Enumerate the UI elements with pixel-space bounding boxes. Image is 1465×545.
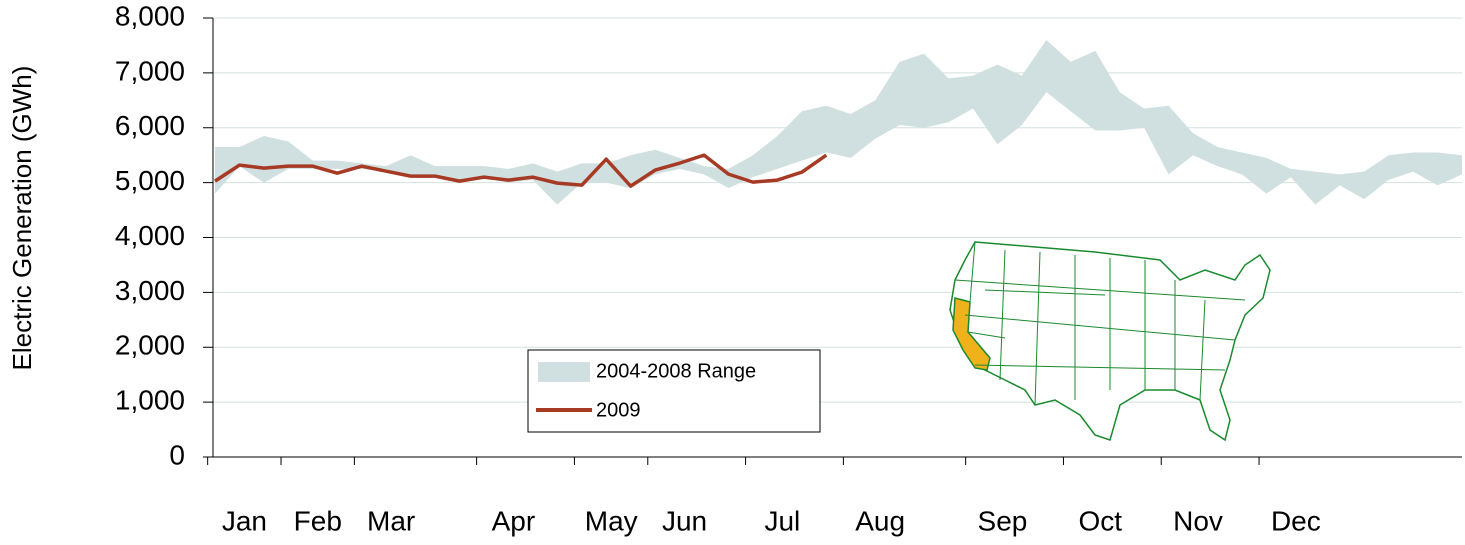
state-borders: [954, 241, 1246, 406]
x-tick-label: Nov: [1173, 505, 1223, 536]
legend: 2004-2008 Range 2009: [527, 349, 821, 433]
x-tick-label: Dec: [1271, 505, 1321, 536]
y-tick-label: 8,000: [115, 0, 185, 31]
x-tick-label: Aug: [855, 505, 905, 536]
california: [952, 297, 991, 371]
x-tick-label: Sep: [978, 505, 1028, 536]
x-tick-label: Jun: [662, 505, 707, 536]
x-tick-label: Feb: [294, 505, 342, 536]
y-tick-label: 6,000: [115, 110, 185, 141]
x-tick-label: May: [585, 505, 638, 536]
y-tick-label: 3,000: [115, 275, 185, 306]
x-tick-label: Mar: [367, 505, 415, 536]
legend-label: 2004-2008 Range: [596, 360, 756, 382]
y-axis-title: Electric Generation (GWh): [7, 66, 37, 371]
y-tick-label: 1,000: [115, 385, 185, 416]
legend-swatch: [538, 362, 590, 382]
x-tick-label: Jul: [764, 505, 800, 536]
y-tick-label: 5,000: [115, 165, 185, 196]
y-tick-label: 0: [169, 439, 185, 470]
y-tick-label: 2,000: [115, 330, 185, 361]
us-map-inset: [949, 241, 1271, 442]
x-tick-label: Apr: [492, 505, 536, 536]
range-area: [215, 39, 1462, 205]
y-tick-label: 7,000: [115, 55, 185, 86]
x-tick-label: Jan: [222, 505, 267, 536]
legend-label: 2009: [596, 399, 641, 421]
line-2009: [214, 153, 828, 188]
x-tick-label: Oct: [1078, 505, 1122, 536]
y-tick-label: 4,000: [115, 220, 185, 251]
